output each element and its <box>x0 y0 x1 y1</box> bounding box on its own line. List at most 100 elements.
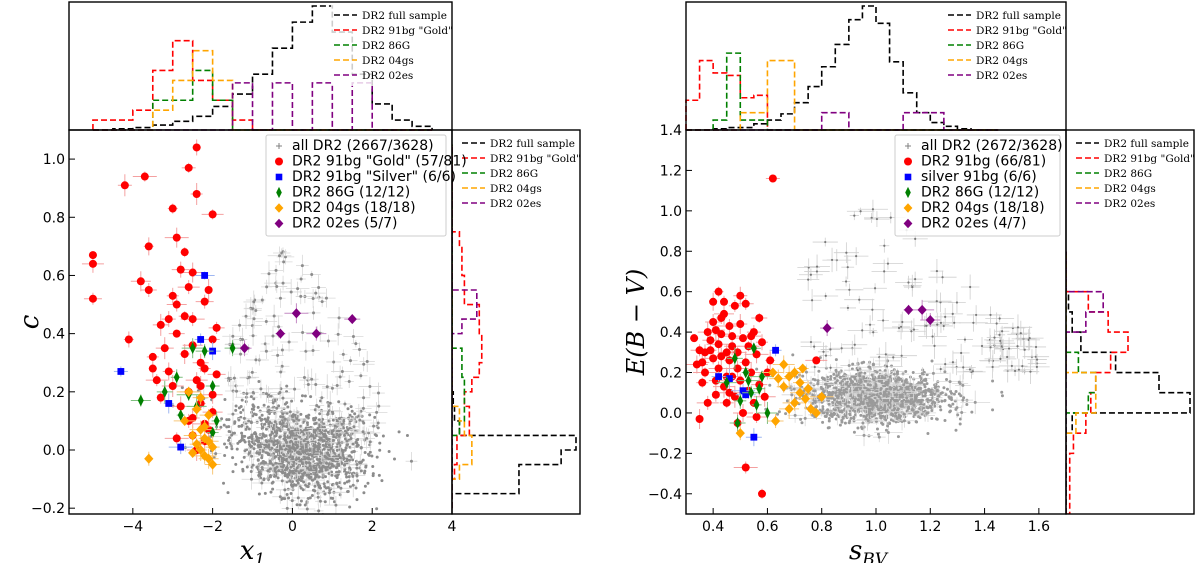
all-dr2-point <box>812 383 816 387</box>
all-dr2-point <box>335 419 339 423</box>
all-dr2-point <box>276 476 280 480</box>
all-dr2-point <box>282 453 286 457</box>
all-dr2-point <box>815 265 819 268</box>
all-dr2-point <box>336 332 340 336</box>
all-dr2-point <box>260 436 264 440</box>
data-point <box>88 251 97 260</box>
all-dr2-point <box>900 399 904 403</box>
all-dr2-point <box>322 447 326 451</box>
data-point <box>188 315 197 324</box>
all-dr2-point <box>289 439 293 443</box>
legend-box <box>945 5 1063 86</box>
all-dr2-point <box>337 416 341 420</box>
all-dr2-point <box>785 399 789 403</box>
all-dr2-point <box>245 392 249 396</box>
all-dr2-point <box>287 444 291 448</box>
all-dr2-point <box>288 435 292 439</box>
all-dr2-point <box>335 445 339 449</box>
all-dr2-point <box>895 377 899 381</box>
all-dr2-point <box>255 451 259 455</box>
all-dr2-point <box>951 361 955 364</box>
all-dr2-point <box>915 420 919 424</box>
all-dr2-point <box>330 470 334 474</box>
all-dr2-point <box>260 461 264 465</box>
all-dr2-point <box>813 400 817 404</box>
all-dr2-point <box>817 369 821 373</box>
hist-series <box>1066 251 1104 514</box>
all-dr2-point <box>324 486 328 490</box>
all-dr2-point <box>274 429 278 433</box>
hist-series <box>1066 251 1097 514</box>
all-dr2-point <box>327 404 331 408</box>
all-dr2-point <box>257 492 261 496</box>
all-dr2-point <box>302 450 306 454</box>
all-dr2-point <box>252 408 256 412</box>
all-dr2-point <box>307 413 311 417</box>
all-dr2-point <box>361 458 365 462</box>
all-dr2-point <box>844 390 848 394</box>
all-dr2-point <box>223 453 227 457</box>
all-dr2-point <box>811 401 815 405</box>
data-point <box>208 335 217 344</box>
all-dr2-point <box>943 418 947 422</box>
y-tick-label: 0.0 <box>43 443 65 459</box>
all-dr2-point <box>829 377 833 381</box>
all-dr2-point <box>888 422 892 426</box>
all-dr2-point <box>331 449 335 453</box>
all-dr2-point <box>834 381 838 385</box>
all-dr2-point <box>260 481 264 485</box>
all-dr2-point <box>326 451 330 455</box>
all-dr2-point <box>231 470 235 474</box>
all-dr2-point <box>868 323 872 326</box>
all-dr2-point <box>1017 368 1021 371</box>
all-dr2-point <box>283 458 287 462</box>
all-dr2-point <box>920 372 924 376</box>
data-point <box>168 291 177 300</box>
all-dr2-point <box>1034 345 1038 349</box>
all-dr2-point <box>836 396 840 400</box>
all-dr2-point <box>247 451 251 455</box>
all-dr2-point <box>834 368 838 372</box>
all-dr2-point <box>825 411 829 415</box>
all-dr2-point <box>776 412 780 416</box>
all-dr2-point <box>863 405 867 409</box>
all-dr2-point <box>323 475 327 479</box>
all-dr2-point <box>313 422 317 426</box>
all-dr2-point <box>282 260 286 264</box>
all-dr2-point <box>283 437 287 441</box>
all-dr2-point <box>341 426 345 430</box>
all-dr2-point <box>267 445 271 449</box>
legend-label: DR2 04gs <box>976 55 1028 67</box>
all-dr2-point <box>333 424 337 428</box>
all-dr2-point <box>355 463 359 467</box>
data-point <box>208 210 217 219</box>
all-dr2-point <box>823 414 827 418</box>
all-dr2-point <box>883 369 887 373</box>
data-point <box>275 328 286 339</box>
all-dr2-point <box>345 443 349 447</box>
all-dr2-point <box>314 475 318 479</box>
all-dr2-point <box>951 312 954 315</box>
all-dr2-point <box>214 452 218 456</box>
all-dr2-point <box>875 427 879 431</box>
all-dr2-point <box>859 380 863 384</box>
all-dr2-point <box>310 493 314 497</box>
all-dr2-point <box>286 405 290 409</box>
all-dr2-point <box>301 488 305 492</box>
data-point <box>208 390 217 399</box>
data-point <box>177 409 184 421</box>
all-dr2-point <box>840 347 843 350</box>
all-dr2-point <box>332 455 336 459</box>
all-dr2-point <box>911 400 915 404</box>
all-dr2-point <box>278 435 282 439</box>
all-dr2-point <box>270 481 274 485</box>
data-point <box>117 368 125 375</box>
all-dr2-point <box>268 433 272 437</box>
all-dr2-point <box>245 465 249 469</box>
all-dr2-point <box>948 380 952 384</box>
all-dr2-point <box>345 475 349 479</box>
all-dr2-point <box>312 416 316 420</box>
all-dr2-point <box>935 388 939 392</box>
all-dr2-point <box>266 469 270 473</box>
all-dr2-point <box>397 430 401 434</box>
